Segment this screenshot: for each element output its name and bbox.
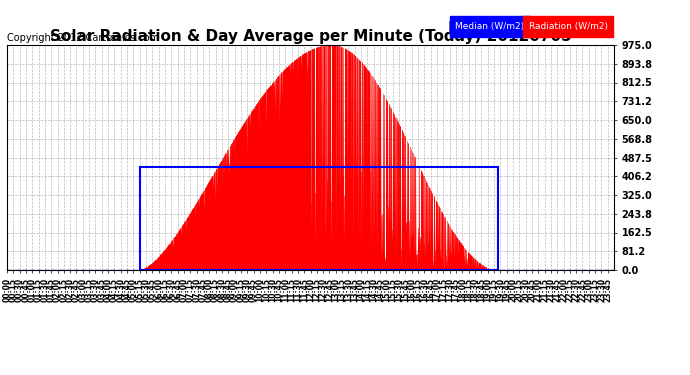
Title: Solar Radiation & Day Average per Minute (Today) 20120705: Solar Radiation & Day Average per Minute…: [50, 29, 571, 44]
Bar: [140, 167, 498, 270]
Legend: Median (W/m2), Radiation (W/m2): Median (W/m2), Radiation (W/m2): [448, 20, 609, 33]
Text: Copyright 2012 Cartronics.com: Copyright 2012 Cartronics.com: [7, 33, 159, 43]
